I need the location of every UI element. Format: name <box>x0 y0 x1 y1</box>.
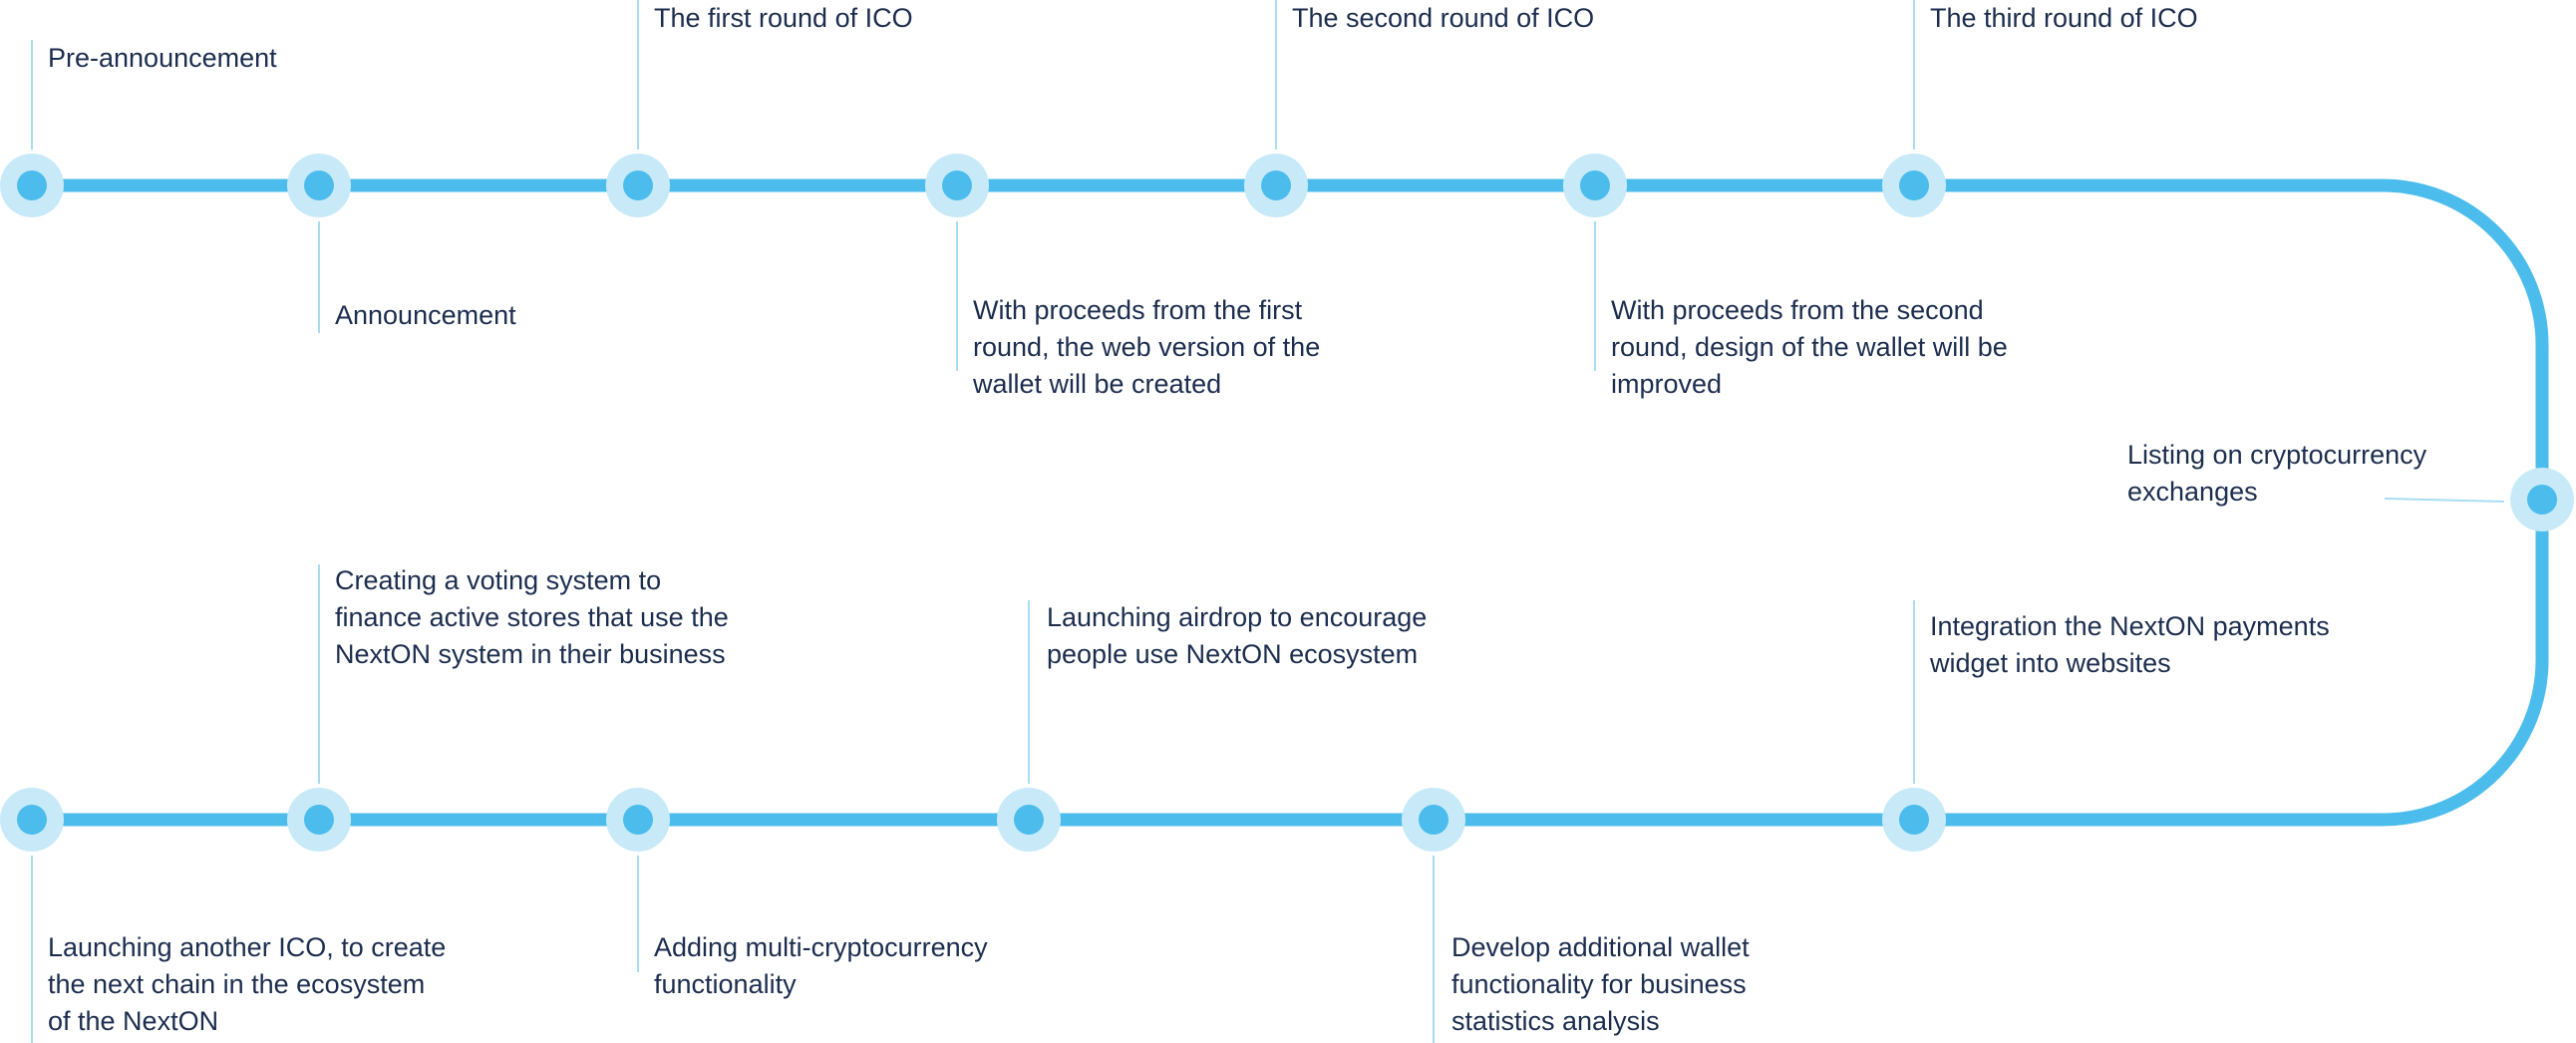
label-line: widget into websites <box>1930 648 2171 678</box>
label-line: Creating a voting system to <box>335 565 662 595</box>
label-airdrop: Launching airdrop to encourage people us… <box>1047 599 1427 673</box>
label-line: people use NextON ecosystem <box>1047 639 1419 669</box>
label-pre-announcement: Pre-announcement <box>48 43 277 73</box>
label-line: round, the web version of the <box>973 332 1321 362</box>
label-third-round-ico: The third round of ICO <box>1930 3 2198 33</box>
label-line: improved <box>1611 369 1723 399</box>
node-second-round-proceeds <box>1580 171 1610 200</box>
node-another-ico <box>17 805 47 835</box>
label-multi-crypto: Adding multi-cryptocurrency functionalit… <box>654 929 988 1003</box>
node-first-round-ico <box>623 171 653 200</box>
label-line: finance active stores that use the <box>335 602 729 632</box>
label-line: Listing on cryptocurrency <box>2127 440 2427 470</box>
milestone-nodes <box>0 154 2574 852</box>
label-another-ico: Launching another ICO, to create the nex… <box>48 929 446 1040</box>
connector-lines <box>31 0 2505 1043</box>
node-voting-system <box>304 805 334 835</box>
node-listing-exchanges <box>2527 485 2557 515</box>
connector-listing-exchanges <box>2384 498 2505 503</box>
label-second-round-ico: The second round of ICO <box>1292 3 1595 33</box>
node-multi-crypto <box>623 805 653 835</box>
label-first-round-proceeds: With proceeds from the first round, the … <box>973 292 1320 403</box>
node-first-round-proceeds <box>942 171 972 200</box>
node-third-round-ico <box>1899 171 1929 200</box>
label-line: the next chain in the ecosystem <box>48 969 426 999</box>
label-payments-widget: Integration the NextON payments widget i… <box>1930 608 2330 682</box>
label-line: With proceeds from the first <box>973 295 1303 325</box>
label-line: NextON system in their business <box>335 639 726 669</box>
node-pre-announcement <box>17 171 47 200</box>
label-line: Integration the NextON payments <box>1930 611 2330 641</box>
label-wallet-functionality: Develop additional wallet functionality … <box>1451 929 1750 1040</box>
label-line: round, design of the wallet will be <box>1611 332 2008 362</box>
label-line: With proceeds from the second <box>1611 295 1984 325</box>
label-line: functionality for business <box>1451 969 1747 999</box>
node-announcement <box>304 171 334 200</box>
label-first-round-ico: The first round of ICO <box>654 3 913 33</box>
node-wallet-functionality <box>1419 805 1449 835</box>
label-line: Develop additional wallet <box>1451 932 1750 962</box>
label-line: wallet will be created <box>973 369 1222 399</box>
label-line: Launching airdrop to encourage <box>1047 602 1428 632</box>
label-line: Adding multi-cryptocurrency <box>654 932 988 962</box>
label-line: functionality <box>654 969 797 999</box>
label-second-round-proceeds: With proceeds from the second round, des… <box>1611 292 2008 403</box>
label-line: Launching another ICO, to create <box>48 932 447 962</box>
label-listing-exchanges: Listing on cryptocurrency exchanges <box>2127 437 2426 511</box>
node-second-round-ico <box>1261 171 1291 200</box>
node-payments-widget <box>1899 805 1929 835</box>
label-line: exchanges <box>2127 477 2258 507</box>
label-voting-system: Creating a voting system to finance acti… <box>335 562 729 673</box>
label-announcement: Announcement <box>335 300 516 330</box>
label-line: statistics analysis <box>1451 1006 1660 1036</box>
label-line: of the NextON <box>48 1006 219 1036</box>
node-airdrop <box>1014 805 1044 835</box>
